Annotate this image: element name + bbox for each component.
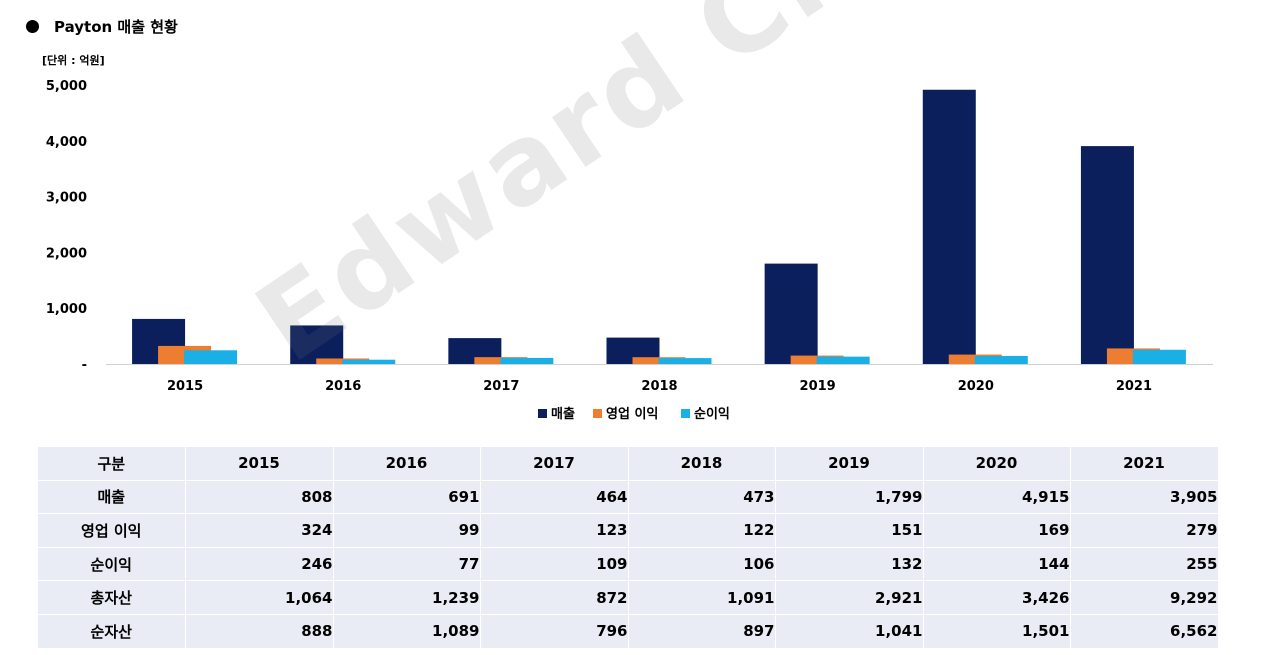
value-cell: 151 <box>775 513 924 548</box>
value-cell: 691 <box>333 480 481 515</box>
value-cell: 279 <box>1070 513 1219 548</box>
x-tick-label: 2020 <box>958 379 994 394</box>
y-tick-label: 1,000 <box>46 302 87 317</box>
year-header-cell: 2016 <box>333 447 481 481</box>
bar-net-profit-2018 <box>658 358 712 364</box>
table-row: 매출 808 691 464 473 1,799 4,915 3,905 <box>38 480 1219 515</box>
data-table: 구분 2015 2016 2017 2018 2019 2020 2021 매출 808 691 46… <box>38 447 1219 649</box>
year-header-cell: 2019 <box>775 447 924 481</box>
x-tick-label: 2015 <box>167 379 203 394</box>
value-cell: 1,089 <box>333 614 481 649</box>
bar-net-profit-2015 <box>184 350 238 364</box>
table-header-row: 구분 2015 2016 2017 2018 2019 2020 2021 <box>38 447 1219 481</box>
bullet-icon <box>26 19 39 33</box>
value-cell: 1,239 <box>333 580 481 615</box>
bar-net-profit-2019 <box>816 356 870 364</box>
value-cell: 1,064 <box>185 580 334 615</box>
value-cell: 324 <box>185 513 334 548</box>
value-cell: 99 <box>333 513 481 548</box>
row-label-cell: 영업 이익 <box>38 513 186 548</box>
row-label-cell: 매출 <box>38 480 186 515</box>
value-cell: 246 <box>185 547 334 582</box>
value-cell: 106 <box>628 547 776 582</box>
value-cell: 888 <box>185 614 334 649</box>
value-cell: 872 <box>480 580 629 615</box>
value-cell: 122 <box>628 513 776 548</box>
value-cell: 473 <box>628 480 776 515</box>
table-row: 총자산 1,064 1,239 872 1,091 2,921 3,426 9,292 <box>38 580 1219 615</box>
y-tick-label: 4,000 <box>46 135 87 150</box>
value-cell: 3,426 <box>923 580 1071 615</box>
year-header-cell: 2021 <box>1070 447 1219 481</box>
x-tick-label: 2019 <box>800 379 836 394</box>
bar-net-profit-2020 <box>974 355 1028 364</box>
value-cell: 109 <box>480 547 629 582</box>
bar-sales-2021 <box>1080 146 1134 364</box>
x-tick-label: 2021 <box>1116 379 1152 394</box>
value-cell: 255 <box>1070 547 1219 582</box>
row-label-cell: 순이익 <box>38 547 186 582</box>
value-cell: 9,292 <box>1070 580 1219 615</box>
year-header-cell: 2018 <box>628 447 776 481</box>
x-tick-label: 2016 <box>325 379 361 394</box>
unit-label: [단위 : 억원] <box>42 54 105 67</box>
bar-chart: - 1,000 2,000 3,000 4,000 5,000 2015 2016 2017 20… <box>46 79 1213 422</box>
legend-label: 매출 <box>551 406 575 422</box>
value-cell: 796 <box>480 614 629 649</box>
value-cell: 3,905 <box>1070 480 1219 515</box>
value-cell: 1,041 <box>775 614 924 649</box>
value-cell: 77 <box>333 547 481 582</box>
value-cell: 144 <box>923 547 1071 582</box>
bar-net-profit-2016 <box>342 359 396 364</box>
value-cell: 123 <box>480 513 629 548</box>
bar-net-profit-2017 <box>500 357 554 364</box>
bar-sales-2016 <box>290 325 344 364</box>
row-label-cell: 구분 <box>38 447 186 481</box>
y-tick-label: 3,000 <box>46 191 87 206</box>
value-cell: 6,562 <box>1070 614 1219 649</box>
bar-net-profit-2021 <box>1132 349 1186 364</box>
legend-swatch-net-profit <box>681 409 690 418</box>
y-tick-label: - <box>82 358 87 373</box>
value-cell: 1,501 <box>923 614 1071 649</box>
value-cell: 897 <box>628 614 776 649</box>
x-tick-label: 2018 <box>641 379 677 394</box>
value-cell: 4,915 <box>923 480 1071 515</box>
y-tick-label: 5,000 <box>46 79 87 94</box>
table-row: 영업 이익 324 99 123 122 151 169 279 <box>38 513 1219 548</box>
year-header-cell: 2017 <box>480 447 629 481</box>
x-tick-label: 2017 <box>483 379 519 394</box>
row-label-cell: 순자산 <box>38 614 186 649</box>
bar-sales-2020 <box>922 89 976 365</box>
year-header-cell: 2020 <box>923 447 1071 481</box>
title-row: Payton 매출 현황 <box>26 14 178 38</box>
value-cell: 808 <box>185 480 334 515</box>
value-cell: 2,921 <box>775 580 924 615</box>
bar-sales-2019 <box>764 263 818 364</box>
legend-label: 영업 이익 <box>606 406 658 422</box>
table-row: 순이익 246 77 109 106 132 144 255 <box>38 547 1219 582</box>
value-cell: 1,799 <box>775 480 924 515</box>
y-tick-label: 2,000 <box>46 246 87 261</box>
legend-swatch-sales <box>538 409 547 418</box>
value-cell: 464 <box>480 480 629 515</box>
row-label-cell: 총자산 <box>38 580 186 615</box>
table-row: 순자산 888 1,089 796 897 1,041 1,501 6,562 <box>38 614 1219 649</box>
chart-title: Payton 매출 현황 <box>54 17 178 36</box>
legend-swatch-op-profit <box>593 409 602 418</box>
legend-label: 순이익 <box>694 406 730 422</box>
year-header-cell: 2015 <box>185 447 334 481</box>
value-cell: 1,091 <box>628 580 776 615</box>
value-cell: 169 <box>923 513 1071 548</box>
value-cell: 132 <box>775 547 924 582</box>
